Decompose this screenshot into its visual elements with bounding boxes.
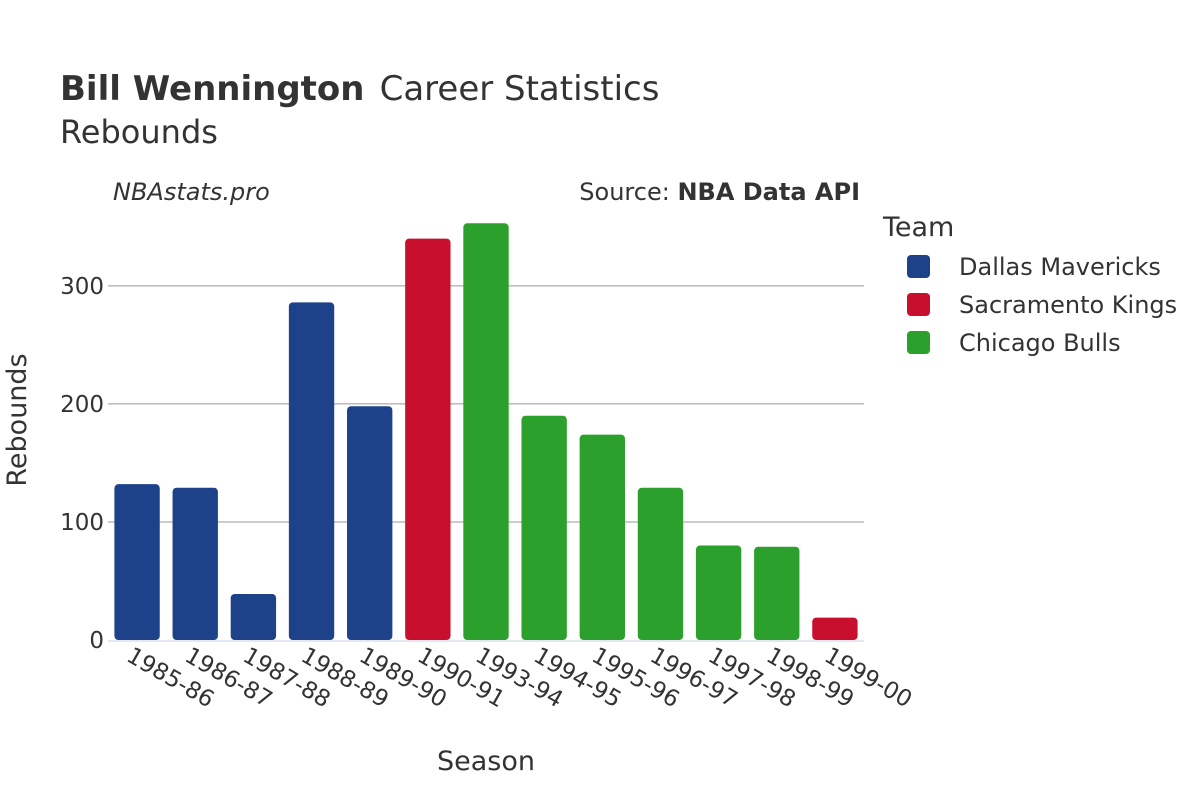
source-credit: Source: NBA Data API — [579, 178, 860, 206]
bar-1988-89[interactable] — [288, 302, 335, 640]
bar-1995-96[interactable] — [579, 434, 625, 640]
bar-1990-91[interactable] — [405, 238, 451, 640]
bar-1997-98[interactable] — [695, 545, 742, 640]
bar-1996-97[interactable] — [637, 487, 684, 640]
source-name: NBA Data API — [677, 178, 860, 206]
legend-label[interactable]: Sacramento Kings — [959, 291, 1177, 319]
legend-swatch[interactable] — [907, 255, 930, 278]
bar-1993-94[interactable] — [463, 223, 509, 640]
y-tick-label: 300 — [60, 274, 104, 300]
x-tick-labels: 1985-861986-871987-881988-891989-901990-… — [122, 643, 916, 714]
legend-label[interactable]: Dallas Mavericks — [959, 253, 1161, 281]
y-tick-label: 200 — [60, 392, 104, 418]
bars-layer — [108, 223, 864, 642]
bar-1987-88[interactable] — [230, 593, 277, 640]
chart-title-rest: Career Statistics — [380, 69, 660, 109]
chart-title-bold: Bill Wennington — [60, 69, 365, 109]
chart-subtitle: Rebounds — [60, 113, 218, 151]
legend: Dallas Mavericks Sacramento Kings Chicago … — [907, 253, 1177, 357]
bar-1989-90[interactable] — [347, 406, 393, 640]
chart-title: Bill Wennington Career Statistics — [60, 69, 659, 109]
legend-title: Team — [882, 212, 954, 243]
y-tick-label: 100 — [60, 510, 104, 536]
legend-swatch[interactable] — [907, 331, 930, 354]
source-prefix: Source: — [579, 178, 677, 206]
watermark: NBAstats.pro — [113, 178, 270, 206]
bar-1986-87[interactable] — [172, 487, 218, 640]
y-tick-label: 0 — [89, 628, 104, 654]
bar-1985-86[interactable] — [114, 484, 160, 640]
x-axis-title: Season — [437, 746, 535, 777]
bar-1999-00[interactable] — [812, 617, 858, 640]
legend-swatch[interactable] — [907, 293, 930, 316]
bar-1994-95[interactable] — [521, 415, 567, 640]
legend-label[interactable]: Chicago Bulls — [959, 329, 1121, 357]
y-axis-title: Rebounds — [2, 353, 33, 486]
bar-1998-99[interactable] — [754, 546, 800, 640]
